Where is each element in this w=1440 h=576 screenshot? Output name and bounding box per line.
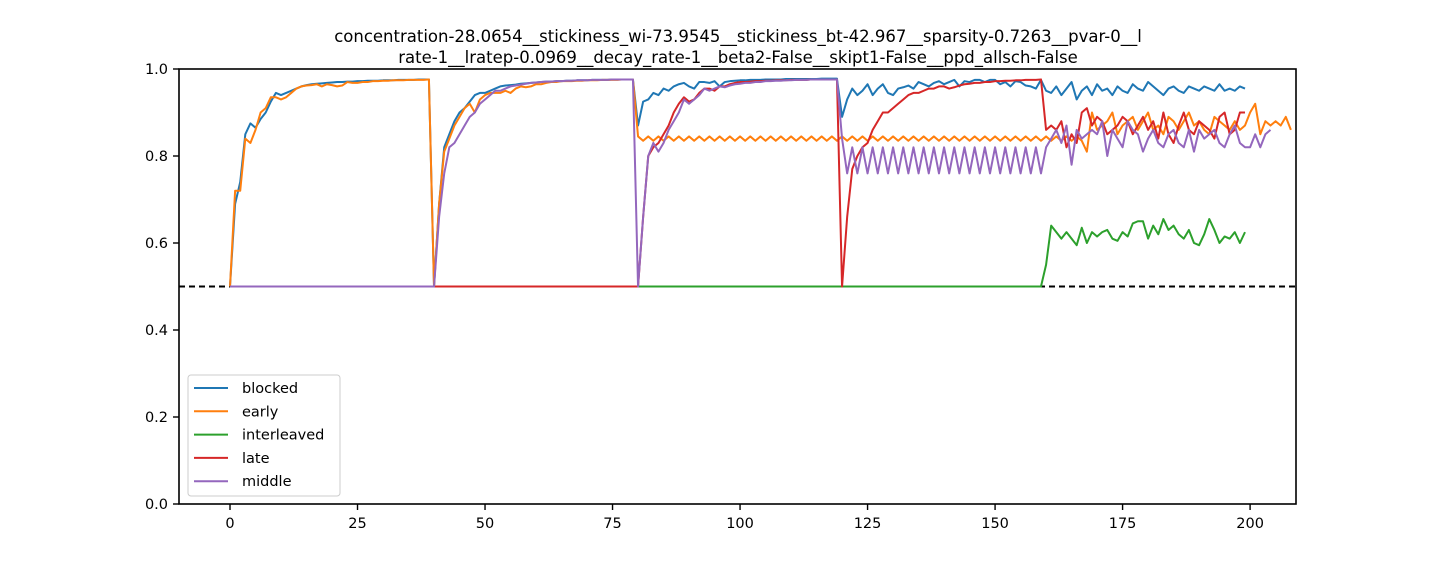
axes: 0 25 50 75 100 125 150 175 200 0.0 0.2 0.4 0.6 0.8 1.0 xyxy=(145,62,1297,532)
legend-label-early: early xyxy=(242,404,279,420)
legend-box xyxy=(187,374,341,497)
series-line-middle xyxy=(230,78,1272,288)
series-line-early xyxy=(229,78,1292,288)
series-line-late xyxy=(230,78,1245,288)
y-tick-label: 0.0 xyxy=(145,497,168,513)
y-tick-label: 0.2 xyxy=(145,410,168,426)
series-line-interleaved xyxy=(230,218,1246,288)
series-layer xyxy=(229,77,1292,288)
x-tick-label: 25 xyxy=(348,516,366,532)
x-tick-label: 200 xyxy=(1236,516,1264,532)
series-line-blocked xyxy=(229,77,1246,288)
chart-title: concentration-28.0654__stickiness_wi-73.… xyxy=(334,27,1142,68)
y-tick-label: 1.0 xyxy=(145,62,168,78)
x-tick-label: 125 xyxy=(854,516,882,532)
legend: blocked early interleaved late middle xyxy=(187,374,341,497)
y-tick-label: 0.4 xyxy=(145,323,168,339)
chart-title-line-2: rate-1__lratep-0.0969__decay_rate-1__bet… xyxy=(398,48,1078,68)
y-tick-label: 0.8 xyxy=(145,149,168,165)
x-tick-label: 50 xyxy=(476,516,494,532)
x-tick-label: 100 xyxy=(726,516,754,532)
legend-label-interleaved: interleaved xyxy=(242,428,324,444)
y-tick-label: 0.6 xyxy=(145,236,168,252)
chart-title-line-1: concentration-28.0654__stickiness_wi-73.… xyxy=(334,27,1142,47)
x-tick-label: 175 xyxy=(1109,516,1137,532)
legend-label-late: late xyxy=(242,451,270,467)
x-tick-label: 0 xyxy=(225,516,234,532)
x-tick-label: 75 xyxy=(603,516,621,532)
x-tick-label: 150 xyxy=(981,516,1009,532)
legend-label-middle: middle xyxy=(242,474,292,490)
legend-label-blocked: blocked xyxy=(242,381,298,397)
plot-frame xyxy=(178,68,1297,505)
